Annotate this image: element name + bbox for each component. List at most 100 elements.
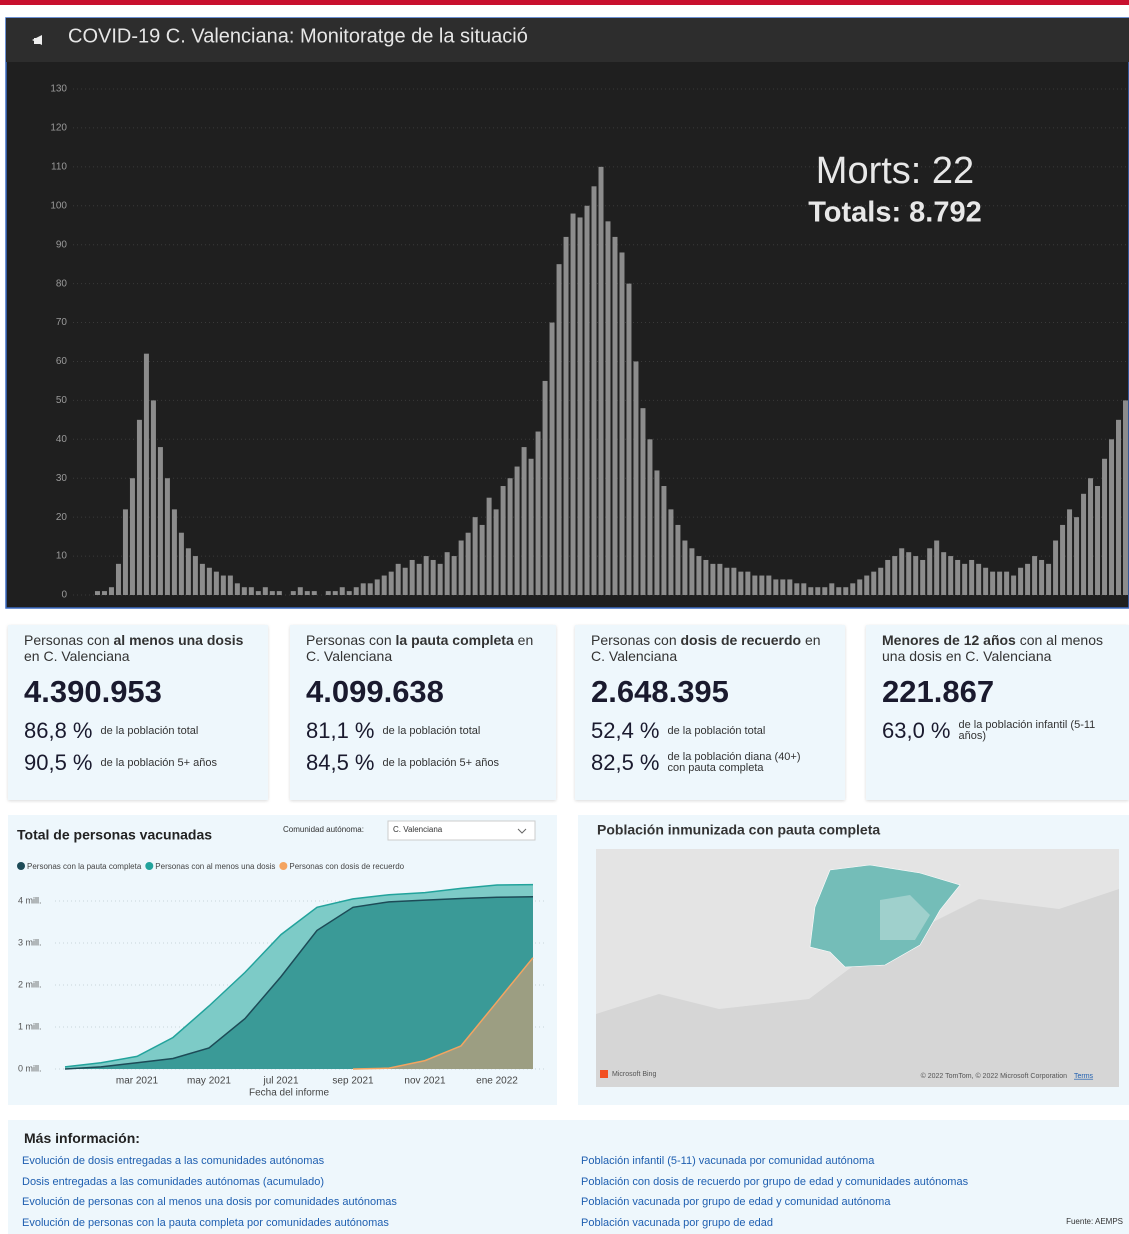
bar — [1011, 575, 1017, 595]
kpi-card: Personas con la pauta completa en C. Val… — [290, 625, 556, 800]
line — [352, 957, 534, 1070]
y-tick-label: 60 — [56, 356, 68, 367]
line — [64, 883, 534, 1068]
y-tick-label: 70 — [56, 317, 68, 328]
y-tick-label: 100 — [50, 200, 67, 211]
bar — [927, 548, 933, 595]
kpi-title-part: en C. Valenciana — [24, 648, 130, 664]
bar — [549, 322, 555, 595]
kpi-pct: 90,5 % — [24, 750, 93, 775]
bar — [759, 575, 765, 595]
y-tick-label: 20 — [56, 512, 68, 523]
bar — [710, 563, 716, 595]
kpi-title-part: Personas con — [24, 632, 110, 648]
map-credits: © 2022 TomTom, © 2022 Microsoft Corporat… — [921, 1072, 1067, 1080]
y-tick-label: 2 mill. — [18, 979, 42, 989]
kpi-card: Personas con dosis de recuerdo en C. Val… — [575, 625, 845, 800]
bar — [395, 563, 401, 595]
kpi-stat: 84,5 % de la población 5+ años — [306, 750, 540, 776]
bar — [1116, 419, 1122, 595]
y-tick-label: 110 — [51, 161, 67, 172]
bar — [955, 559, 961, 595]
link[interactable]: Población con dosis de recuerdo por grup… — [581, 1175, 969, 1188]
y-tick-label: 0 — [61, 590, 67, 601]
bar — [724, 567, 730, 595]
kpi-note: de la población total — [100, 724, 199, 737]
bar — [1053, 540, 1059, 595]
bar — [654, 470, 660, 595]
kpi-value: 221.867 — [882, 674, 995, 709]
bar — [850, 583, 856, 595]
annotation: Totals: 8.792 — [808, 197, 982, 229]
bar — [1018, 567, 1024, 595]
links-title[interactable]: Más información: — [24, 1130, 140, 1146]
kpi-title: Personas con al menos una dosis en C. Va… — [24, 632, 259, 664]
bar — [185, 548, 191, 595]
map-title: Población inmunizada con pauta completa — [597, 822, 880, 838]
map-logo: Microsoft Bing — [612, 1071, 656, 1078]
bar — [948, 556, 954, 595]
bar — [738, 571, 744, 595]
bar — [374, 579, 380, 595]
bar — [234, 583, 240, 595]
bar — [542, 380, 548, 595]
filter-label: Comunidad autónoma: — [283, 825, 364, 834]
bar — [696, 556, 702, 595]
bar — [178, 532, 184, 595]
map-terms[interactable]: Terms — [1074, 1073, 1094, 1080]
bar — [514, 466, 520, 595]
bar — [787, 579, 793, 595]
y-tick-label: 120 — [50, 123, 67, 134]
bar — [899, 548, 905, 595]
bar — [941, 552, 947, 595]
bar — [388, 571, 394, 595]
link[interactable]: Población infantil (5-11) vacunada por c… — [581, 1155, 875, 1167]
bar — [192, 556, 198, 595]
bar — [416, 563, 422, 595]
bar — [136, 419, 142, 595]
charts: COVID-19 C. Valenciana: Monitoratge de l… — [0, 0, 1129, 1105]
bar — [976, 563, 982, 595]
filter-box[interactable] — [387, 820, 536, 841]
bar — [500, 486, 506, 595]
legend-label: Personas con la pauta completa — [27, 862, 142, 871]
link[interactable]: Evolución de personas con al menos una d… — [22, 1196, 397, 1209]
x-tick-label: may 2021 — [187, 1076, 231, 1087]
bar — [332, 591, 338, 595]
link[interactable]: Población vacunada por grupo de edad — [581, 1217, 774, 1230]
bar — [591, 186, 597, 596]
legend-label: Personas con dosis de recuerdo — [289, 862, 404, 871]
bar — [626, 283, 632, 595]
bar — [521, 447, 527, 595]
kpi-title-part: Personas con — [306, 632, 392, 648]
bar — [808, 587, 814, 595]
y-tick-label: 10 — [56, 551, 68, 562]
bing-logo — [600, 1070, 608, 1078]
bar — [157, 447, 163, 595]
bar — [780, 579, 786, 595]
kpi-stat: 52,4 % de la población total — [591, 718, 829, 744]
kpi-stat: 90,5 % de la población 5+ años — [24, 750, 252, 776]
bar — [577, 217, 583, 595]
bar — [472, 517, 478, 595]
bar — [402, 567, 408, 595]
link[interactable]: Dosis entregadas a las comunidades autón… — [22, 1175, 325, 1188]
y-tick-label: 0 mill. — [18, 1063, 42, 1073]
source: Fuente: AEMPS — [1066, 1217, 1123, 1226]
link[interactable]: Evolución de personas con la pauta compl… — [22, 1217, 389, 1230]
bar — [752, 575, 758, 595]
bar — [990, 571, 996, 595]
kpi-title-part: dosis de recuerdo — [680, 632, 802, 648]
filter-value[interactable]: C. Valenciana — [393, 825, 443, 834]
kpi-title-part: con al menos una dosis en C. Valenciana — [882, 632, 1103, 664]
link[interactable]: Población vacunada por grupo de edad y c… — [581, 1196, 891, 1209]
bar — [661, 486, 667, 595]
bar — [836, 587, 842, 595]
bar — [983, 567, 989, 595]
chevron — [517, 828, 527, 834]
x-tick-label: nov 2021 — [404, 1076, 446, 1087]
bar — [962, 563, 968, 595]
bar — [773, 579, 779, 595]
bar — [220, 575, 226, 595]
link[interactable]: Evolución de dosis entregadas a las comu… — [22, 1155, 325, 1167]
